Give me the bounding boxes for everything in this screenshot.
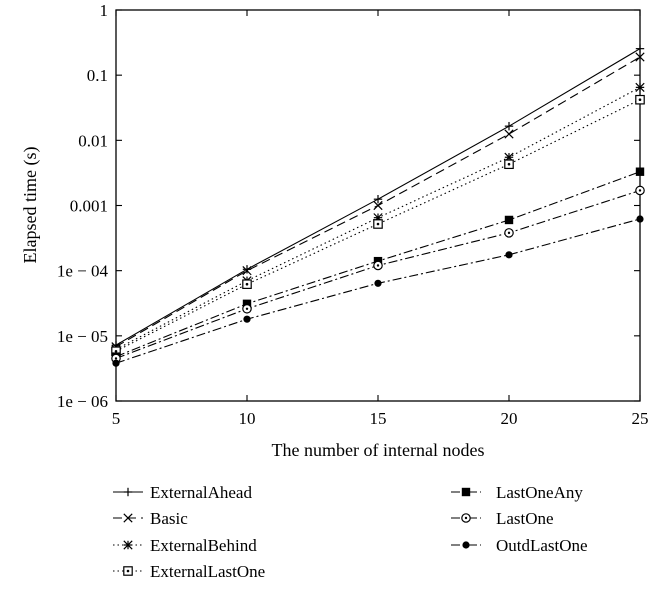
data-point xyxy=(373,200,383,211)
legend-item: OutdLastOne xyxy=(451,536,588,555)
y-tick-label: 1e − 04 xyxy=(57,262,109,281)
legend-item: Basic xyxy=(113,509,188,528)
legend-item: LastOne xyxy=(451,509,554,528)
data-point xyxy=(635,94,645,105)
data-point xyxy=(242,299,252,309)
legend-item: LastOneAny xyxy=(451,483,583,502)
y-tick-label: 0.01 xyxy=(78,131,108,150)
x-tick-label: 25 xyxy=(632,409,649,428)
data-point xyxy=(635,167,645,176)
data-point xyxy=(373,219,383,229)
data-point xyxy=(504,121,514,131)
legend-label: ExternalLastOne xyxy=(150,562,265,581)
data-point xyxy=(373,260,383,271)
data-point xyxy=(123,566,133,576)
legend-label: LastOneAny xyxy=(496,483,583,502)
legend: ExternalAhead Basic ExternalBehind External… xyxy=(113,483,588,581)
y-tick-label: 1e − 06 xyxy=(57,392,108,411)
data-point xyxy=(242,266,252,276)
x-tick-label: 20 xyxy=(501,409,518,428)
legend-item: ExternalLastOne xyxy=(113,562,265,581)
series-LastOne xyxy=(111,185,645,364)
data-point xyxy=(504,129,514,139)
legend-item: ExternalAhead xyxy=(113,483,252,502)
data-point xyxy=(504,228,514,238)
data-point xyxy=(635,44,645,53)
series-ExternalBehind xyxy=(111,82,645,354)
series-ExternalLastOne xyxy=(111,94,645,357)
data-point xyxy=(504,215,514,225)
y-tick-label: 1 xyxy=(100,1,109,20)
data-point xyxy=(374,279,382,287)
legend-item: ExternalBehind xyxy=(113,536,257,555)
data-point xyxy=(123,513,133,523)
y-tick-label: 0.1 xyxy=(87,66,108,85)
y-tick-label: 0.001 xyxy=(70,197,108,216)
data-point xyxy=(461,487,471,497)
data-point xyxy=(635,52,645,62)
data-point xyxy=(373,194,383,204)
x-axis-label: The number of internal nodes xyxy=(272,440,485,460)
data-point xyxy=(123,487,133,497)
legend-label: LastOne xyxy=(496,509,554,528)
legend-label: ExternalAhead xyxy=(150,483,252,502)
legend-label: ExternalBehind xyxy=(150,536,257,555)
series-OutdLastOne xyxy=(112,215,644,367)
data-point xyxy=(635,82,645,92)
data-point xyxy=(243,315,251,323)
data-point xyxy=(635,185,645,196)
x-tick-label: 10 xyxy=(239,409,256,428)
legend-label: Basic xyxy=(150,509,188,528)
x-tick-label: 5 xyxy=(112,409,121,428)
data-point xyxy=(462,541,470,549)
y-axis-label: Elapsed time (s) xyxy=(20,147,41,264)
data-point xyxy=(242,303,252,314)
series-line xyxy=(115,218,641,364)
data-point xyxy=(636,215,644,223)
series-ExternalAhead xyxy=(111,44,645,350)
series-group xyxy=(111,44,645,367)
axis-ticks: 1 0.1 0.01 0.001 1e − 04 1e − 05 1e − 065 10 15 2… xyxy=(57,1,649,428)
data-point xyxy=(123,540,133,550)
x-tick-label: 15 xyxy=(370,409,387,428)
data-point xyxy=(461,513,471,523)
data-point xyxy=(504,159,514,170)
data-point xyxy=(112,359,120,367)
data-point xyxy=(242,279,252,289)
data-point xyxy=(505,251,513,259)
legend-label: OutdLastOne xyxy=(496,536,588,555)
y-tick-label: 1e − 05 xyxy=(57,327,108,346)
